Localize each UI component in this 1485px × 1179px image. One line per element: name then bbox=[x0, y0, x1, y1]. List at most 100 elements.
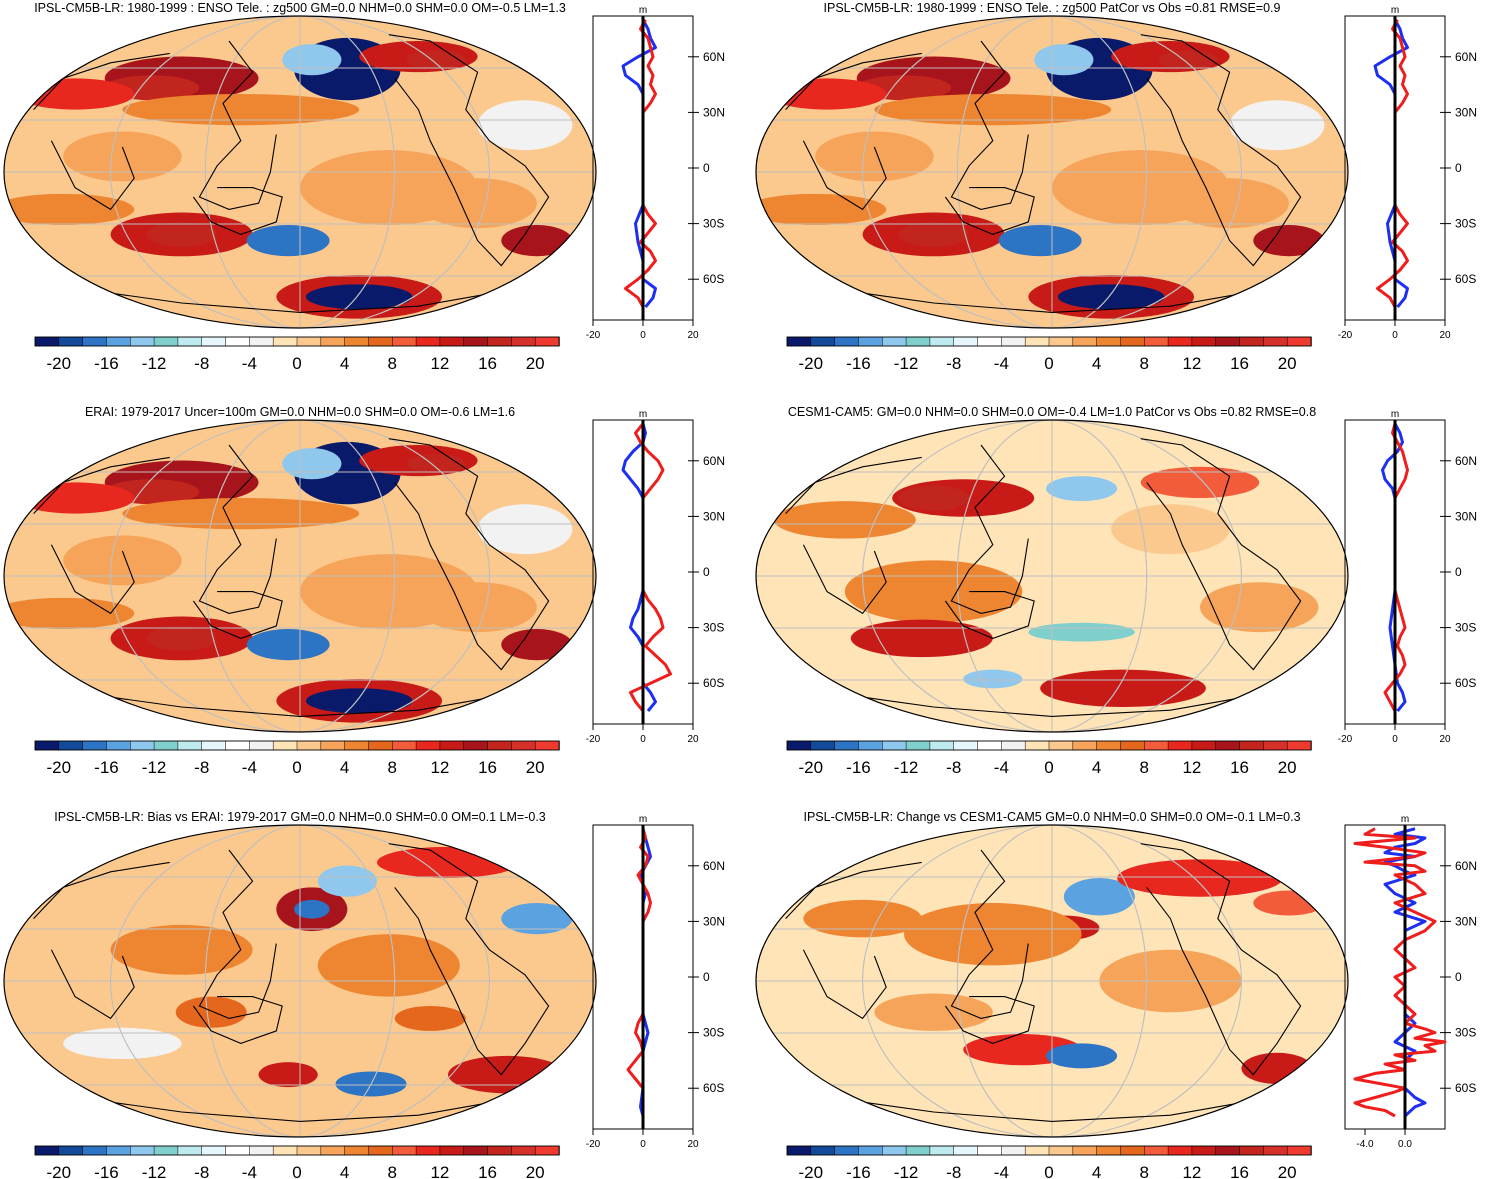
colorbar-tick-label: 16 bbox=[478, 1163, 497, 1179]
profile-x-label: 0 bbox=[1392, 734, 1398, 745]
field-contour-8 bbox=[850, 619, 993, 658]
field-contour-4 bbox=[122, 94, 360, 126]
coastline bbox=[33, 52, 170, 110]
field-contour-10 bbox=[1040, 669, 1206, 708]
latitude-label: 30S bbox=[703, 621, 724, 635]
colorbar-swatch bbox=[858, 336, 884, 347]
colorbar-tick-label: 0 bbox=[1044, 1163, 1053, 1179]
coastline bbox=[944, 187, 1035, 235]
colorbar-swatch bbox=[1263, 740, 1288, 751]
field-contour-7 bbox=[110, 924, 253, 975]
colorbar-swatch bbox=[1239, 1145, 1265, 1156]
colorbar-tick-label: 12 bbox=[430, 758, 449, 777]
meridian-line bbox=[204, 16, 396, 328]
colorbar-swatch bbox=[320, 740, 346, 751]
colorbar-swatch bbox=[201, 1145, 227, 1156]
latitude-label: 30N bbox=[1455, 914, 1477, 928]
colorbar-tick-label: 20 bbox=[1278, 1163, 1297, 1179]
colorbar-tick-label: -20 bbox=[799, 354, 824, 373]
colorbar-swatch bbox=[249, 740, 274, 751]
map-panel-5 bbox=[3, 824, 597, 1138]
profile-series-red bbox=[1353, 827, 1447, 1118]
colorbar-swatch bbox=[929, 740, 955, 751]
colorbar-swatch bbox=[929, 1145, 955, 1156]
colorbar-swatch bbox=[1167, 1145, 1193, 1156]
colorbar-swatch bbox=[1144, 336, 1169, 347]
latitude-label: 60S bbox=[1455, 1081, 1476, 1095]
profile-x-label: -20 bbox=[586, 1139, 601, 1150]
colorbar-swatch bbox=[344, 336, 370, 347]
profile-x-label: 0 bbox=[640, 330, 646, 341]
coastline bbox=[92, 694, 508, 717]
profile-unit-label: m bbox=[639, 5, 647, 16]
colorbar-swatch bbox=[249, 336, 274, 347]
colorbar-tick-label: 4 bbox=[1092, 1163, 1101, 1179]
colorbar-tick-label: 20 bbox=[526, 354, 545, 373]
colorbar-tick-label: 4 bbox=[340, 354, 349, 373]
latitude-label: 30S bbox=[703, 1026, 724, 1040]
latitude-label: 30S bbox=[703, 217, 724, 231]
colorbar-swatch bbox=[511, 1145, 536, 1156]
colorbar-tick-label: -12 bbox=[142, 354, 167, 373]
field-contour-13 bbox=[1111, 504, 1230, 555]
colorbar-swatch bbox=[463, 740, 489, 751]
colorbar-tick-label: -4 bbox=[242, 354, 257, 373]
colorbar-swatch bbox=[1167, 336, 1193, 347]
colorbar-swatch bbox=[82, 336, 108, 347]
colorbar-swatch bbox=[368, 336, 394, 347]
latitude-label: 30S bbox=[1455, 217, 1476, 231]
coastline bbox=[33, 456, 170, 514]
colorbar-swatch bbox=[225, 1145, 251, 1156]
colorbar-swatch bbox=[786, 740, 812, 751]
field-contour-4 bbox=[317, 865, 377, 897]
map-outline bbox=[755, 15, 1349, 329]
field-contour-11 bbox=[874, 993, 993, 1031]
colorbar-swatch bbox=[320, 336, 346, 347]
field-contour-18 bbox=[1229, 100, 1325, 151]
colorbar-swatch bbox=[106, 1145, 132, 1156]
field-contour-19 bbox=[501, 225, 573, 257]
colorbar-swatch bbox=[1263, 1145, 1288, 1156]
field-contour-12 bbox=[63, 1027, 182, 1059]
colorbar-tick-label: 12 bbox=[1182, 758, 1201, 777]
colorbar-tick-label: 0 bbox=[292, 1163, 301, 1179]
colorbar-swatch bbox=[786, 336, 812, 347]
colorbar-tick-label: 0 bbox=[292, 758, 301, 777]
colorbar-swatch bbox=[344, 740, 370, 751]
field-contour-16 bbox=[1057, 284, 1165, 310]
colorbar-tick-label: -8 bbox=[194, 354, 209, 373]
colorbar-tick-label: 16 bbox=[478, 354, 497, 373]
colorbar-tick-label: 8 bbox=[388, 354, 397, 373]
field-contour-5 bbox=[1140, 466, 1260, 498]
coastline bbox=[844, 694, 1260, 717]
colorbar-tick-label: -16 bbox=[846, 758, 871, 777]
field-contour-12 bbox=[1200, 582, 1319, 633]
map-panel-2 bbox=[755, 15, 1349, 329]
profile-x-label: 0.0 bbox=[1398, 1139, 1412, 1150]
map-panel-3 bbox=[3, 419, 597, 733]
coastline bbox=[388, 34, 550, 267]
colorbar-swatch bbox=[1001, 1145, 1026, 1156]
colorbar-swatch bbox=[834, 740, 860, 751]
colorbar-swatch bbox=[1144, 1145, 1169, 1156]
profile-unit-label: m bbox=[1391, 5, 1399, 16]
colorbar-swatch bbox=[511, 740, 536, 751]
field-contour-11 bbox=[448, 1055, 567, 1094]
colorbar-swatch bbox=[858, 740, 884, 751]
colorbar-swatch bbox=[487, 1145, 513, 1156]
colorbar-tick-label: -12 bbox=[142, 1163, 167, 1179]
coastline bbox=[50, 544, 135, 615]
colorbar-6: -20 -16 -12 -8 -4 0 4 8 12 16 20 bbox=[786, 1145, 1312, 1179]
colorbar-swatch bbox=[296, 336, 322, 347]
colorbar-swatch bbox=[534, 740, 560, 751]
profile-unit-label: m bbox=[639, 814, 647, 825]
field-contour-19 bbox=[501, 629, 573, 661]
field-contour-14 bbox=[246, 629, 330, 661]
colorbar-swatch bbox=[106, 740, 132, 751]
coastline bbox=[1140, 34, 1302, 267]
colorbar-swatch bbox=[534, 1145, 560, 1156]
latitude-label: 60S bbox=[703, 676, 724, 690]
latitude-label: 0 bbox=[703, 565, 710, 579]
colorbar-swatch bbox=[1215, 1145, 1241, 1156]
colorbar-swatch bbox=[1215, 336, 1241, 347]
